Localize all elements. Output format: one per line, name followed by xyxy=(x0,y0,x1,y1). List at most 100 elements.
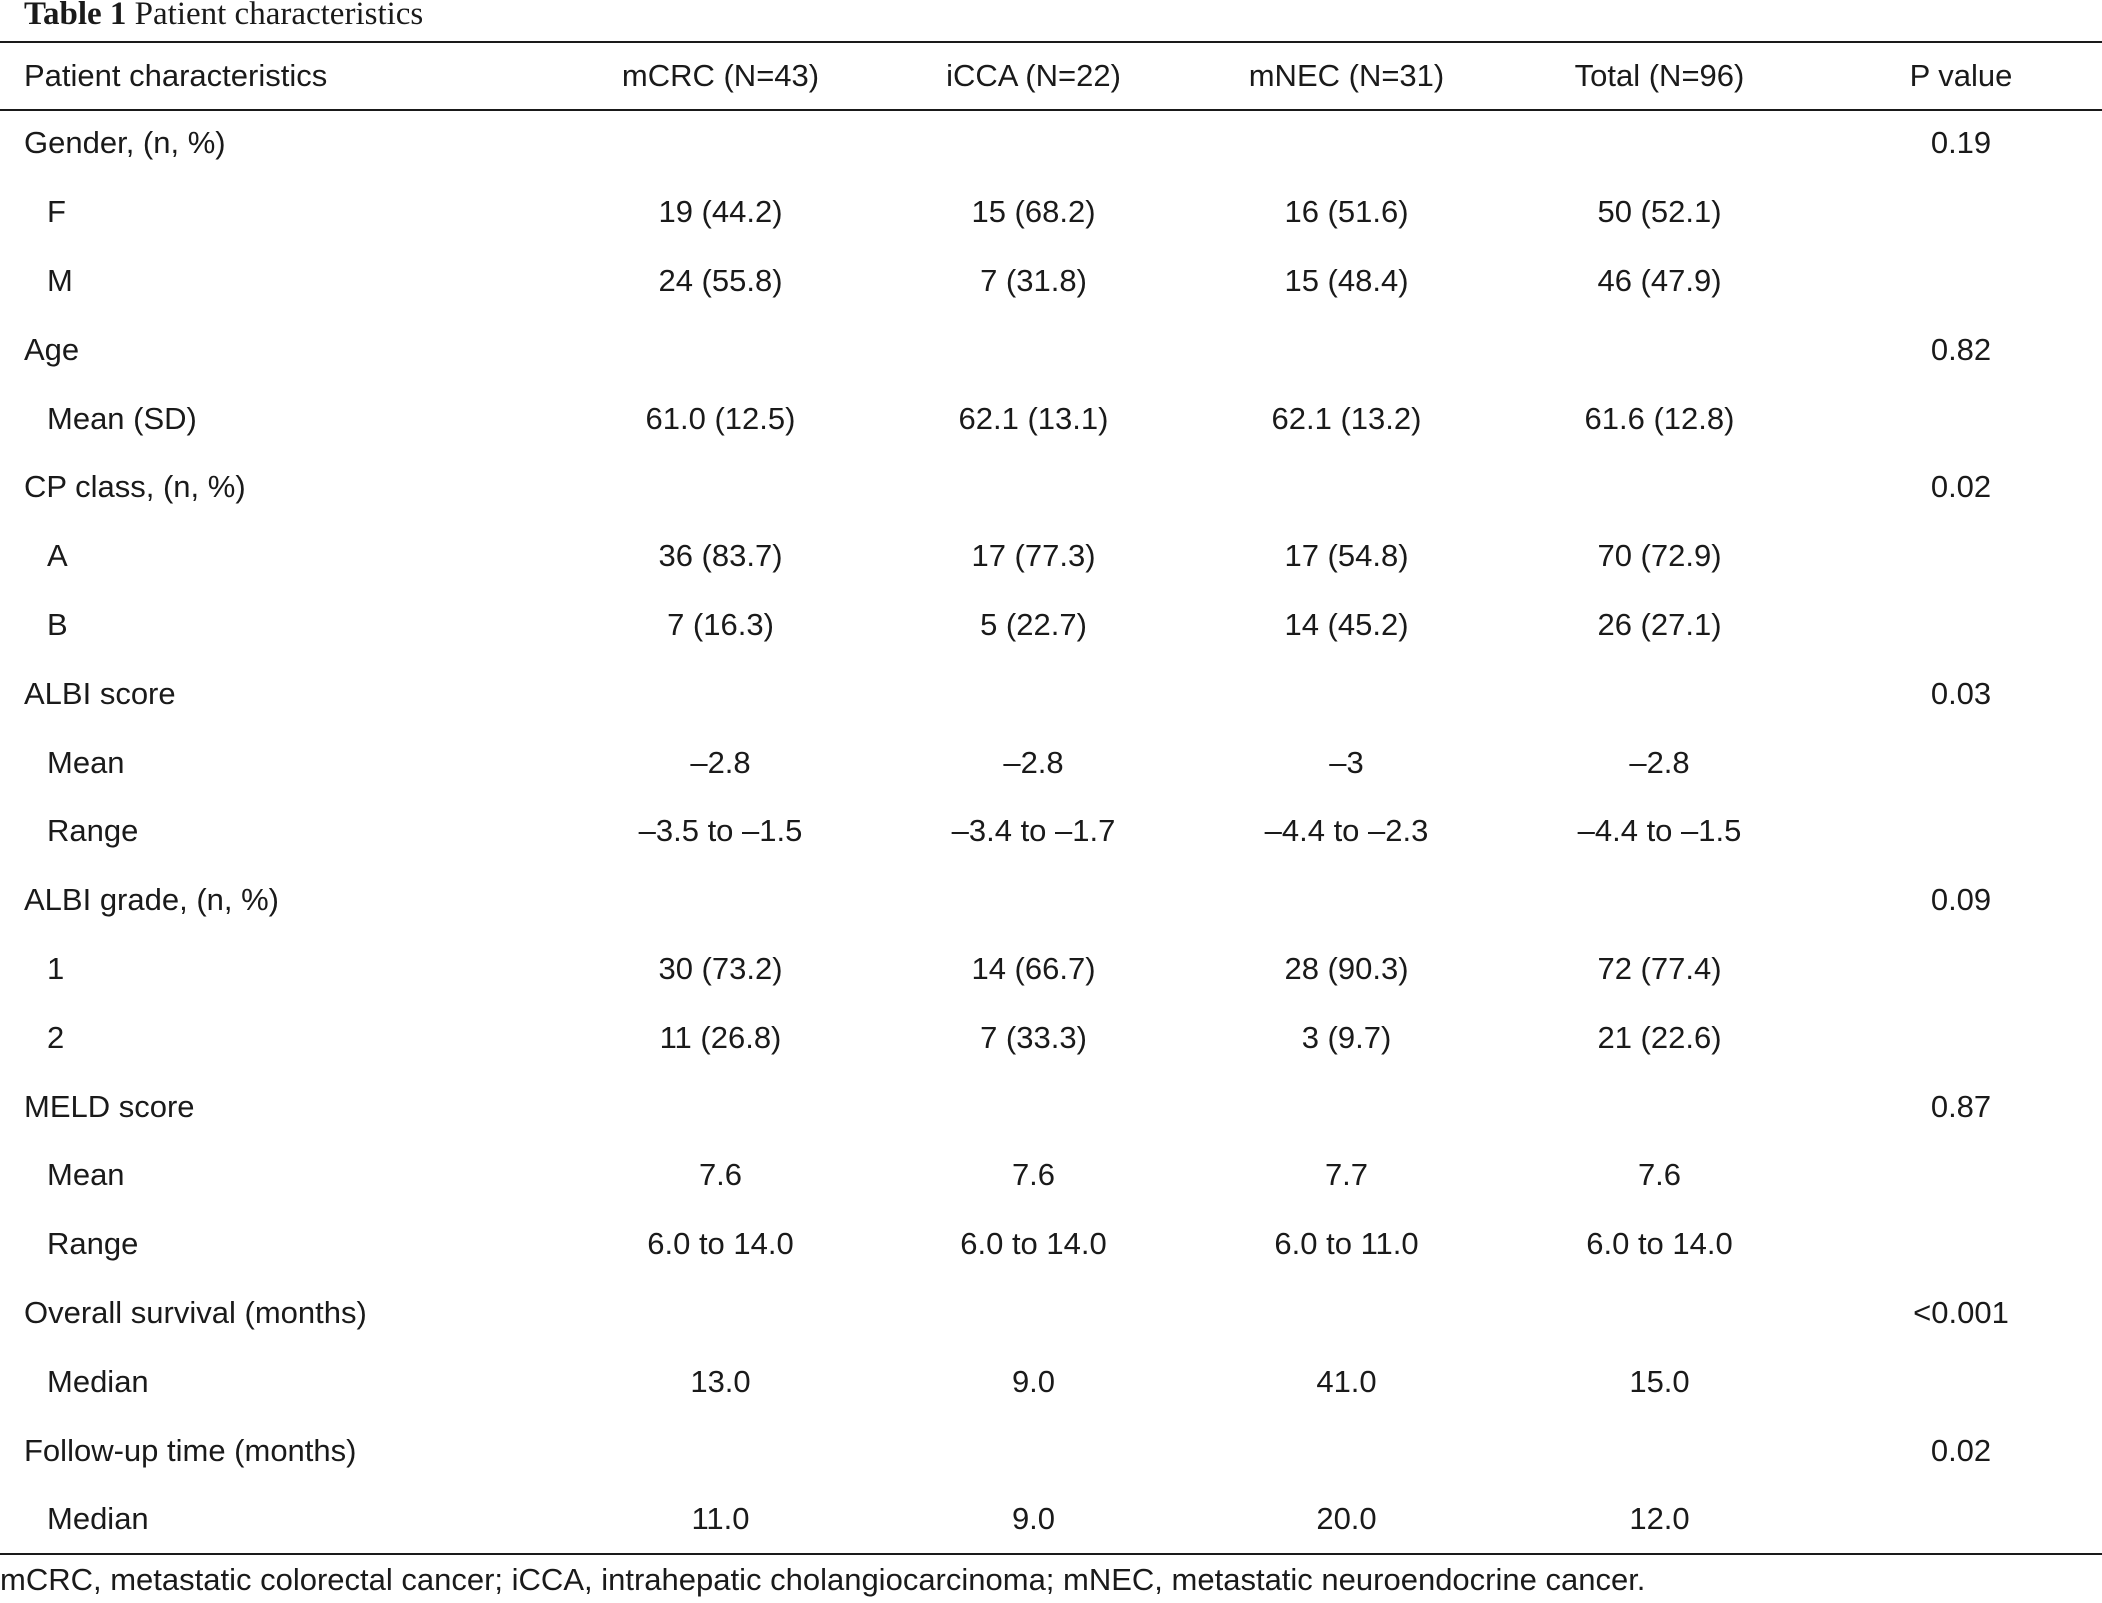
cell-icca xyxy=(897,109,1170,178)
cell-mcrc: 24 (55.8) xyxy=(658,262,783,298)
cell-p-value xyxy=(1796,935,2102,1004)
cell-characteristic: Median xyxy=(47,1501,149,1537)
cell-total: 61.6 (12.8) xyxy=(1584,400,1735,436)
cell-mcrc: –3.5 to –1.5 xyxy=(638,813,803,849)
table-header-row: Patient characteristics mCRC (N=43) iCCA… xyxy=(0,43,2102,109)
cell-icca xyxy=(897,1279,1170,1348)
table-row: ALBI score 0.03 xyxy=(0,659,2102,728)
cell-mnec xyxy=(1170,315,1523,384)
cell-total: –4.4 to –1.5 xyxy=(1577,813,1742,849)
cell-mnec xyxy=(1170,866,1523,935)
cell-total: 70 (72.9) xyxy=(1597,538,1722,574)
cell-icca: 5 (22.7) xyxy=(980,606,1087,642)
cell-p-value xyxy=(1796,728,2102,797)
cell-characteristic: Overall survival (months) xyxy=(24,1294,367,1330)
cell-mnec: 3 (9.7) xyxy=(1301,1019,1392,1055)
cell-mnec: 14 (45.2) xyxy=(1284,606,1409,642)
cell-total: 7.6 xyxy=(1637,1157,1682,1193)
cell-p-value xyxy=(1796,247,2102,316)
table-row: Age 0.82 xyxy=(0,315,2102,384)
column-header-characteristic: Patient characteristics xyxy=(24,58,328,93)
cell-characteristic: A xyxy=(47,538,68,574)
cell-characteristic: 1 xyxy=(47,950,65,986)
column-header-total: Total (N=96) xyxy=(1574,58,1745,93)
cell-mcrc: 13.0 xyxy=(690,1363,751,1399)
cell-characteristic: M xyxy=(47,262,73,298)
cell-total xyxy=(1523,1416,1796,1485)
cell-total: 72 (77.4) xyxy=(1597,950,1722,986)
table-row: B 7 (16.3) 5 (22.7) 14 (45.2) 26 (27.1) xyxy=(0,591,2102,660)
cell-total xyxy=(1523,1279,1796,1348)
cell-icca xyxy=(897,453,1170,522)
cell-characteristic: CP class, (n, %) xyxy=(24,469,246,505)
cell-characteristic: F xyxy=(47,194,66,230)
cell-mnec: 16 (51.6) xyxy=(1284,194,1409,230)
cell-icca: 7.6 xyxy=(1011,1157,1056,1193)
cell-total xyxy=(1523,866,1796,935)
cell-mcrc: 61.0 (12.5) xyxy=(645,400,796,436)
cell-mcrc: –2.8 xyxy=(690,744,751,780)
cell-p-value xyxy=(1796,591,2102,660)
cell-characteristic: B xyxy=(47,606,68,642)
cell-p-value xyxy=(1796,797,2102,866)
cell-icca: 7 (31.8) xyxy=(980,262,1087,298)
cell-mcrc xyxy=(544,109,897,178)
table-row: Mean 7.6 7.6 7.7 7.6 xyxy=(0,1141,2102,1210)
cell-total xyxy=(1523,659,1796,728)
cell-icca: 14 (66.7) xyxy=(971,950,1096,986)
cell-mcrc: 19 (44.2) xyxy=(658,194,783,230)
cell-total: 50 (52.1) xyxy=(1597,194,1722,230)
table-caption: Table 1 Patient characteristics xyxy=(24,0,423,34)
cell-p-value xyxy=(1796,178,2102,247)
table-row: Range 6.0 to 14.0 6.0 to 14.0 6.0 to 11.0 6.… xyxy=(0,1210,2102,1279)
cell-characteristic: Mean xyxy=(47,744,125,780)
cell-icca: 15 (68.2) xyxy=(971,194,1096,230)
cell-characteristic: ALBI score xyxy=(24,675,176,711)
cell-icca xyxy=(897,659,1170,728)
cell-mnec: 20.0 xyxy=(1316,1501,1377,1537)
table-footnote: mCRC, metastatic colorectal cancer; iCCA… xyxy=(0,1562,1646,1597)
table-row: A 36 (83.7) 17 (77.3) 17 (54.8) 70 (72.9) xyxy=(0,522,2102,591)
cell-mnec: –3 xyxy=(1329,744,1364,780)
cell-icca: 17 (77.3) xyxy=(971,538,1096,574)
cell-mcrc xyxy=(544,1416,897,1485)
cell-mcrc xyxy=(544,866,897,935)
cell-characteristic: Range xyxy=(47,1226,139,1262)
cell-icca xyxy=(897,1072,1170,1141)
cell-characteristic: Mean xyxy=(47,1157,125,1193)
cell-icca: –3.4 to –1.7 xyxy=(951,813,1116,849)
cell-mnec xyxy=(1170,109,1523,178)
cell-p-value xyxy=(1796,1141,2102,1210)
cell-total: 26 (27.1) xyxy=(1597,606,1722,642)
cell-p-value xyxy=(1796,1210,2102,1279)
cell-mcrc: 7.6 xyxy=(698,1157,743,1193)
cell-icca: 9.0 xyxy=(1011,1501,1056,1537)
cell-p-value xyxy=(1796,384,2102,453)
cell-mnec: 17 (54.8) xyxy=(1284,538,1409,574)
cell-mnec: 41.0 xyxy=(1316,1363,1377,1399)
cell-p-value xyxy=(1796,1003,2102,1072)
cell-mnec: 6.0 to 11.0 xyxy=(1274,1226,1419,1262)
table-row: M 24 (55.8) 7 (31.8) 15 (48.4) 46 (47.9) xyxy=(0,247,2102,316)
cell-characteristic: Range xyxy=(47,813,139,849)
table-row: Overall survival (months) <0.001 xyxy=(0,1279,2102,1348)
column-header-p-value: P value xyxy=(1909,58,2013,93)
table-row: 2 11 (26.8) 7 (33.3) 3 (9.7) 21 (22.6) xyxy=(0,1003,2102,1072)
cell-total: 6.0 to 14.0 xyxy=(1586,1226,1733,1262)
cell-icca: 62.1 (13.1) xyxy=(958,400,1109,436)
cell-mnec: 62.1 (13.2) xyxy=(1271,400,1422,436)
cell-p-value: <0.001 xyxy=(1913,1294,2009,1330)
cell-icca: 6.0 to 14.0 xyxy=(960,1226,1107,1262)
table-row: Mean –2.8 –2.8 –3 –2.8 xyxy=(0,728,2102,797)
cell-icca: –2.8 xyxy=(1003,744,1064,780)
cell-icca: 7 (33.3) xyxy=(980,1019,1087,1055)
column-header-mnec: mNEC (N=31) xyxy=(1248,58,1445,93)
table-row: 1 30 (73.2) 14 (66.7) 28 (90.3) 72 (77.4) xyxy=(0,935,2102,1004)
cell-mcrc xyxy=(544,453,897,522)
column-header-mcrc: mCRC (N=43) xyxy=(621,58,820,93)
cell-icca xyxy=(897,1416,1170,1485)
cell-icca xyxy=(897,315,1170,384)
table-caption-label: Table 1 xyxy=(24,0,127,32)
cell-icca xyxy=(897,866,1170,935)
cell-characteristic: MELD score xyxy=(24,1088,195,1124)
